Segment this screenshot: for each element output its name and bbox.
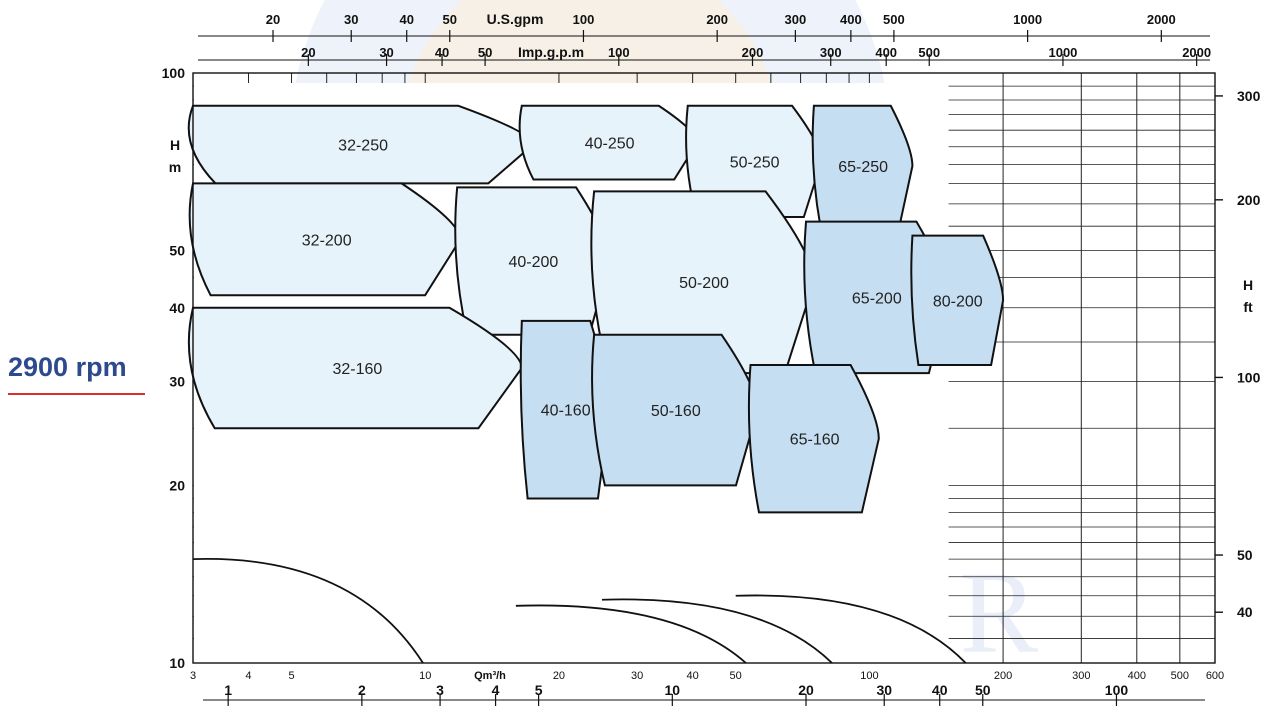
x-top-imp-tick-label: 100 (608, 45, 630, 60)
zone-layer (187, 104, 1005, 664)
pump-zone (188, 182, 462, 297)
x-top-imp-tick-label: 40 (435, 45, 449, 60)
zone-label: 65-160 (790, 432, 840, 449)
pump-zone (747, 363, 880, 514)
zone-label: 65-200 (852, 290, 902, 307)
x-top-imp-tick-label: 30 (379, 45, 393, 60)
x-bottom-tick-label: 40 (687, 670, 699, 682)
y-left-tick-label: 40 (169, 300, 185, 316)
x-top-imp-tick-label: 200 (742, 45, 764, 60)
x-top-us-tick-label: 20 (266, 12, 280, 27)
zone-label: 40-250 (585, 136, 635, 153)
plot-frame (192, 72, 1216, 664)
speed-underline (8, 393, 145, 395)
pump-zone (591, 333, 759, 487)
pump-zone (910, 234, 1005, 366)
zone-label: 50-250 (730, 154, 780, 171)
impeller-curve (735, 594, 967, 664)
x-top-imp-tick-label: 300 (820, 45, 842, 60)
x-top-imp-tick-label: 1000 (1048, 45, 1077, 60)
x-top-us-tick-label: 2000 (1147, 12, 1176, 27)
x-bottom-axis-label: Qm³/h (474, 670, 506, 682)
x-top-imp-tick-label: 500 (918, 45, 940, 60)
zone-label: 32-200 (302, 232, 352, 249)
x-bottom-tick-label: 500 (1171, 670, 1189, 682)
y-left-tick-label: 20 (169, 477, 185, 493)
label-layer: 32-250 40-250 50-250 65-250 32-200 40-200 50-2… (302, 136, 983, 449)
zone-label: 50-160 (651, 403, 701, 420)
x-bottom-tick-label: 3 (190, 670, 196, 682)
x-bottom-secondary-label: 1 (224, 682, 232, 698)
x-top-us-tick-label: 50 (443, 12, 457, 27)
impeller-curve (515, 604, 747, 664)
axis-layer: 10 20 30 40 50 100 H m 40 50 100 200 300 H ft 3 4 5 10 20 30… (162, 11, 1261, 706)
x-bottom-tick-label: 50 (730, 670, 742, 682)
pump-zone (518, 104, 699, 181)
y-right-tick-label: 40 (1237, 604, 1253, 620)
x-bottom-tick-label: 100 (860, 670, 878, 682)
x-bottom-tick-label: 10 (419, 670, 431, 682)
x-top-us-tick-label: 200 (706, 12, 728, 27)
x-bottom-secondary-label: 20 (798, 682, 814, 698)
x-top-us-tick-label: 30 (344, 12, 358, 27)
x-top-us-tick-label: 400 (840, 12, 862, 27)
zone-label: 65-250 (838, 159, 888, 176)
y-right-tick-label: 200 (1237, 192, 1261, 208)
x-top-us-axis-label: U.S.gpm (487, 11, 544, 27)
x-top-imp-tick-label: 50 (478, 45, 492, 60)
impeller-curve (192, 558, 424, 664)
y-left-tick-label: 50 (169, 243, 185, 259)
x-bottom-tick-label: 600 (1206, 670, 1224, 682)
x-bottom-secondary-label: 30 (876, 682, 892, 698)
y-left-tick-label: 100 (162, 65, 186, 81)
x-top-us-tick-label: 300 (785, 12, 807, 27)
x-bottom-secondary-label: 3 (436, 682, 444, 698)
impeller-curve (601, 598, 833, 664)
x-bottom-tick-label: 4 (245, 670, 251, 682)
x-bottom-secondary-label: 50 (975, 682, 991, 698)
x-bottom-tick-label: 30 (631, 670, 643, 682)
x-top-us-tick-label: 500 (883, 12, 905, 27)
x-top-us-tick-label: 1000 (1013, 12, 1042, 27)
speed-label: 2900 rpm (8, 352, 127, 382)
x-top-imp-axis-label: Imp.g.p.m (518, 44, 584, 60)
x-bottom-secondary-label: 100 (1105, 682, 1129, 698)
x-bottom-secondary-label: 5 (535, 682, 543, 698)
zone-label: 40-160 (541, 403, 591, 420)
x-bottom-tick-label: 20 (553, 670, 565, 682)
pump-zone (187, 306, 523, 430)
y-left-tick-label: 30 (169, 373, 185, 389)
y-right-tick-label: 100 (1237, 369, 1261, 385)
x-top-imp-tick-label: 2000 (1182, 45, 1211, 60)
x-bottom-tick-label: 200 (994, 670, 1012, 682)
x-bottom-secondary-label: 2 (358, 682, 366, 698)
x-top-imp-tick-label: 400 (875, 45, 897, 60)
pump-zone (187, 104, 535, 185)
x-bottom-tick-label: 5 (288, 670, 294, 682)
zone-label: 32-160 (333, 361, 383, 378)
y-left-tick-label: 10 (169, 655, 185, 671)
y-right-tick-label: 300 (1237, 88, 1261, 104)
x-bottom-tick-label: 300 (1072, 670, 1090, 682)
zone-label: 80-200 (933, 293, 983, 310)
zone-label: 32-250 (338, 138, 388, 155)
y-right-tick-label: 50 (1237, 547, 1253, 563)
x-top-us-tick-label: 100 (573, 12, 595, 27)
x-top-us-tick-label: 40 (399, 12, 413, 27)
zone-label: 50-200 (679, 275, 729, 292)
x-bottom-tick-label: 400 (1128, 670, 1146, 682)
x-bottom-secondary-label: 40 (932, 682, 948, 698)
zone-label: 40-200 (508, 254, 558, 271)
x-bottom-secondary-label: 10 (665, 682, 681, 698)
x-top-imp-tick-label: 20 (301, 45, 315, 60)
x-bottom-secondary-label: 4 (492, 682, 500, 698)
